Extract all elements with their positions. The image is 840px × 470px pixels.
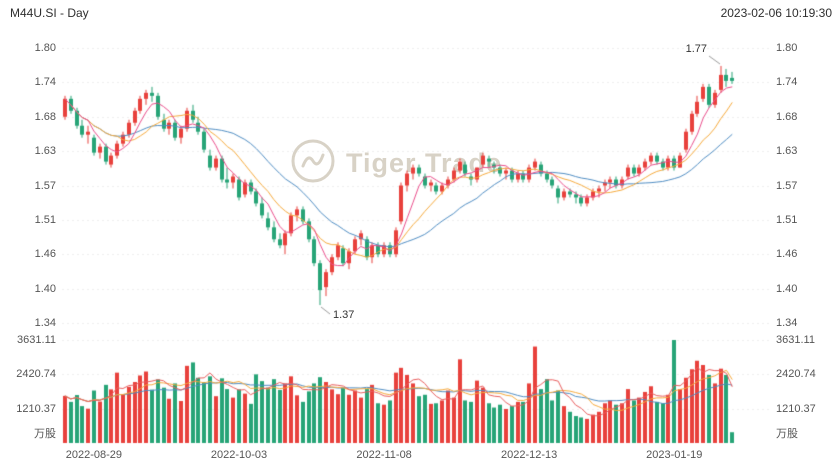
symbol-title: M44U.SI - Day — [10, 6, 89, 20]
quote-datetime: 2023-02-06 10:19:30 — [720, 6, 832, 20]
low-price-annotation: 1.37 — [333, 309, 355, 321]
high-price-annotation: 1.77 — [685, 43, 707, 55]
